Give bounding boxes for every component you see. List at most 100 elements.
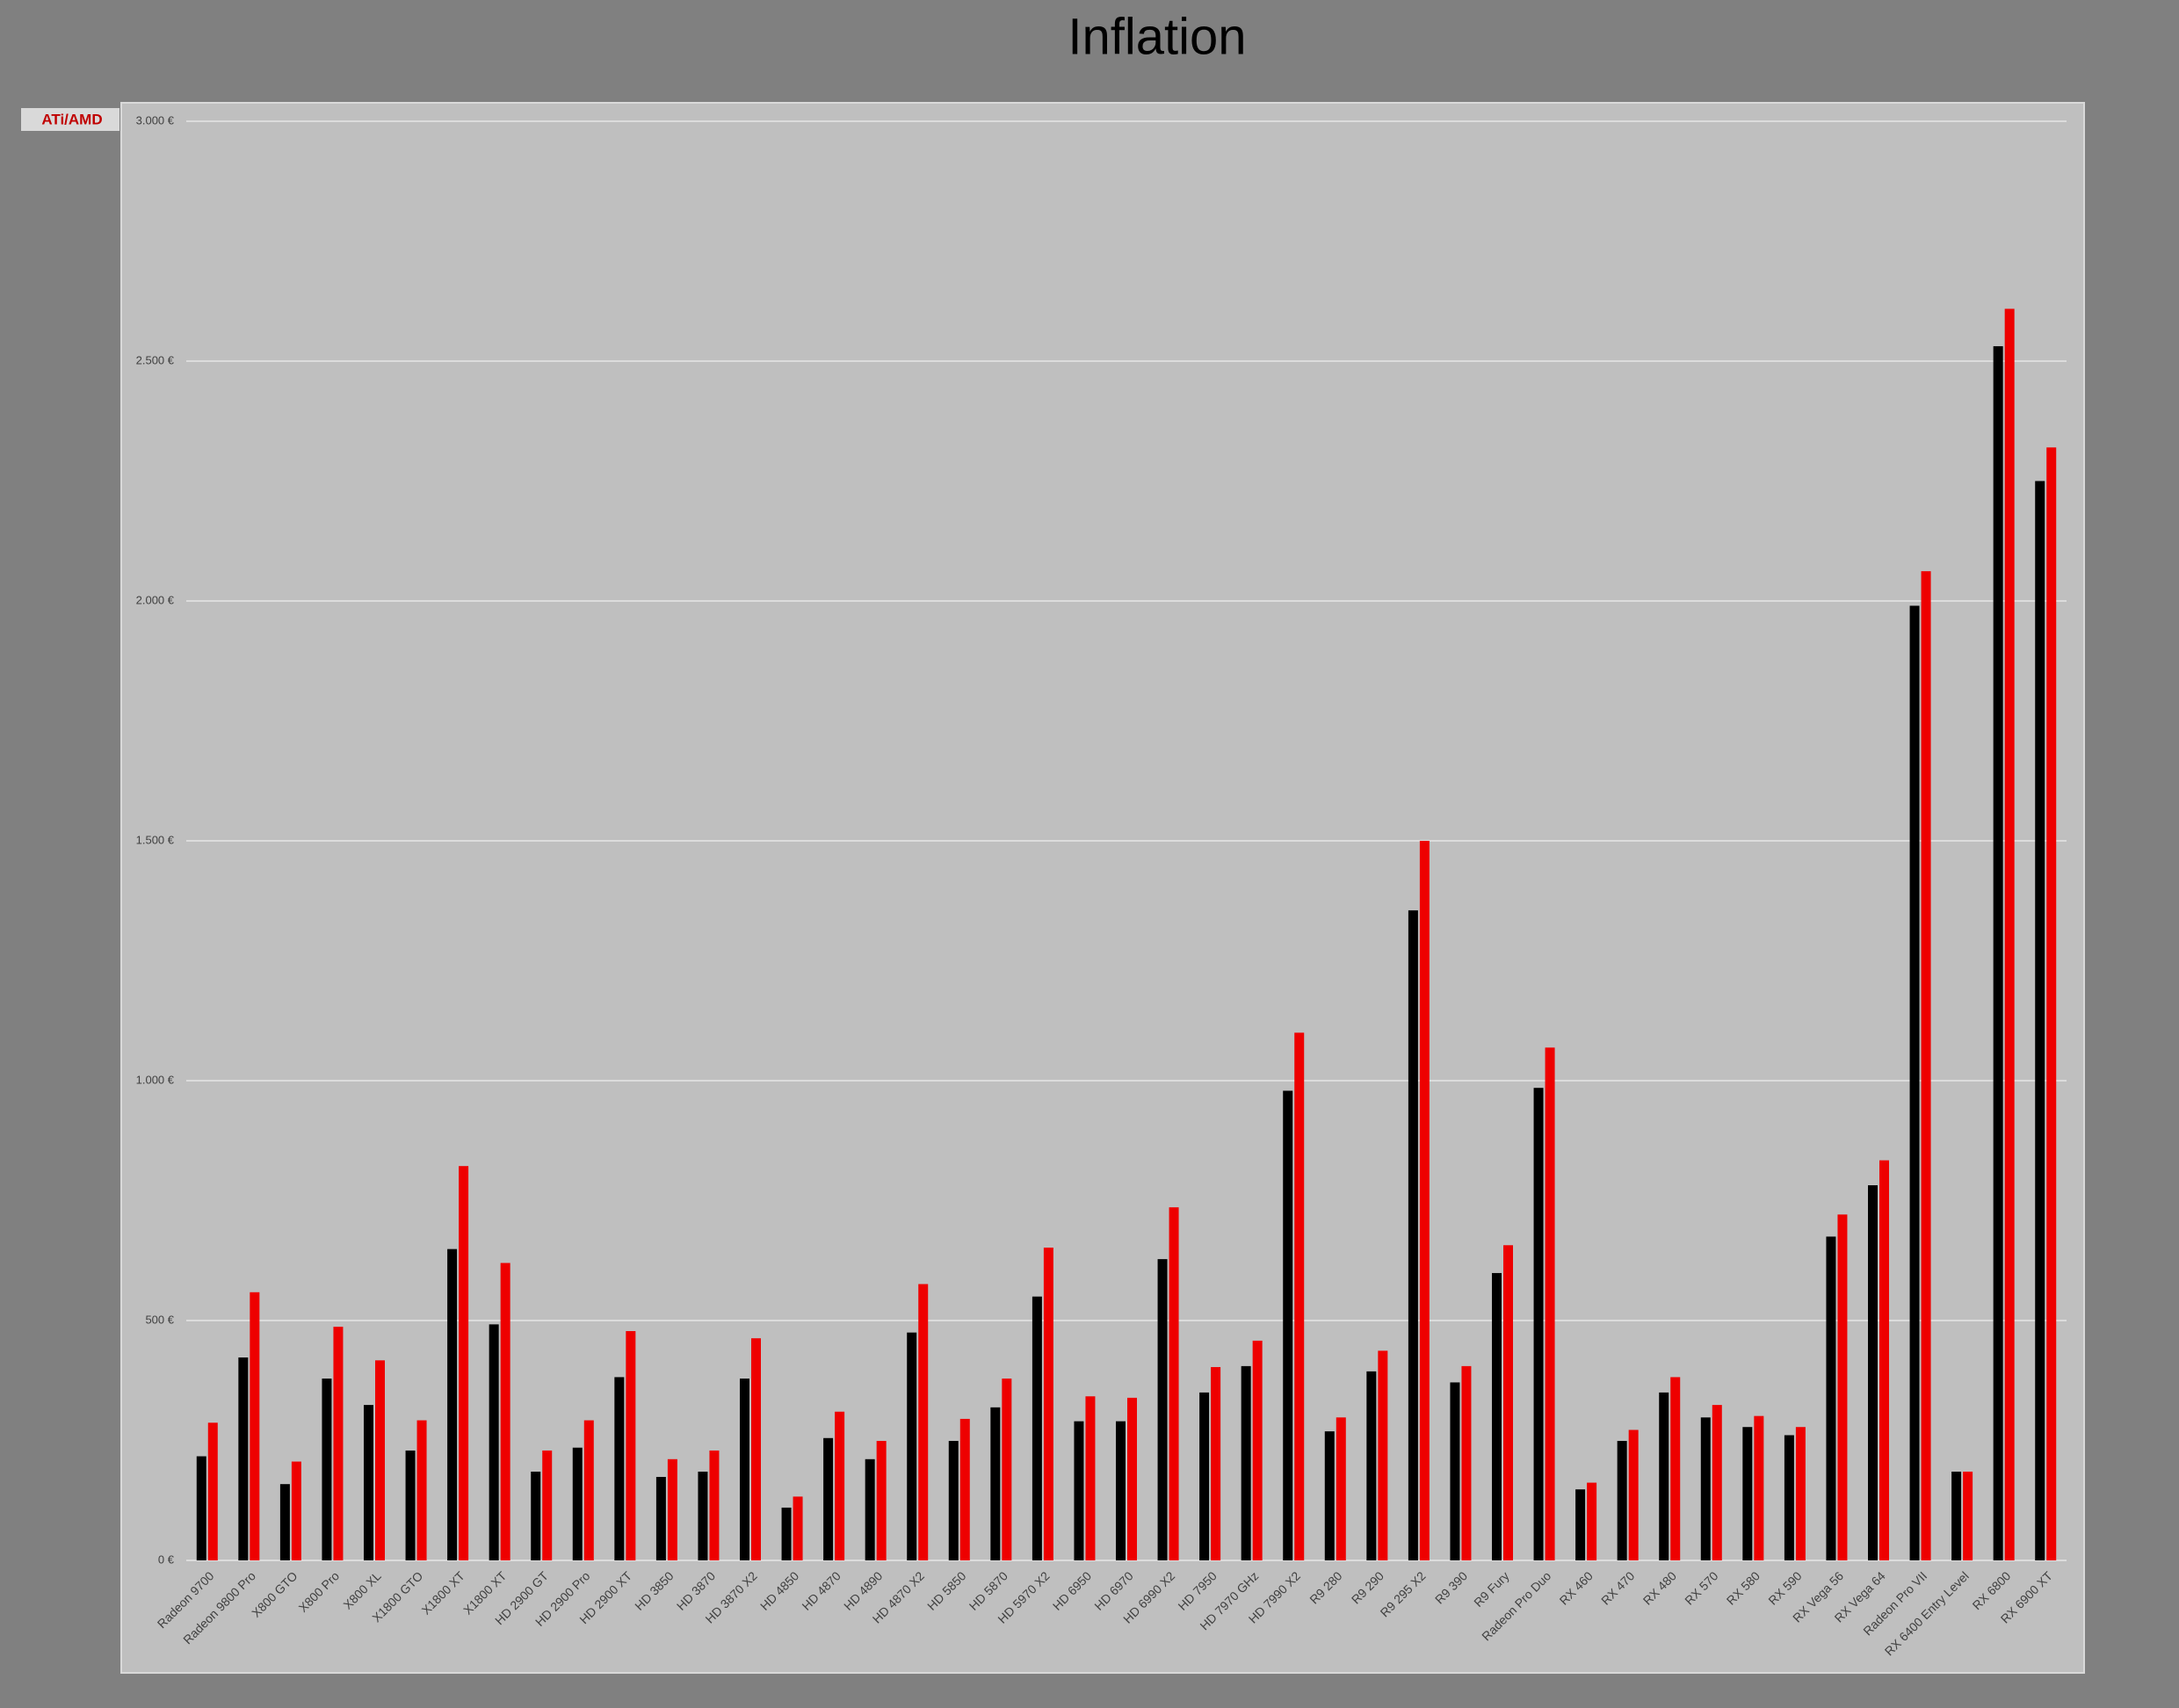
bar xyxy=(1868,1185,1878,1560)
bar xyxy=(2046,447,2057,1560)
bar xyxy=(2004,308,2015,1561)
bar xyxy=(500,1263,510,1560)
bar xyxy=(1921,571,1931,1561)
bar xyxy=(751,1338,761,1560)
bar xyxy=(1784,1435,1794,1560)
bar xyxy=(614,1377,625,1560)
bar xyxy=(459,1166,469,1560)
bar xyxy=(1492,1272,1502,1560)
bar xyxy=(364,1405,373,1560)
bar xyxy=(1963,1471,1973,1560)
y-tick-label: 1.500 € xyxy=(136,833,175,846)
bar xyxy=(1032,1296,1042,1560)
bar xyxy=(375,1360,385,1560)
bar xyxy=(1879,1160,1889,1560)
bar xyxy=(405,1450,416,1560)
bar xyxy=(2035,481,2045,1560)
annotation-box xyxy=(21,108,119,131)
bar xyxy=(542,1450,553,1560)
bar xyxy=(1116,1421,1126,1560)
bar xyxy=(1628,1429,1639,1560)
bar xyxy=(740,1379,749,1560)
bar xyxy=(1795,1427,1806,1560)
bar xyxy=(1378,1350,1388,1560)
bar xyxy=(907,1332,917,1560)
bar xyxy=(1826,1236,1836,1560)
bar xyxy=(238,1357,249,1560)
bar xyxy=(823,1437,834,1560)
bar xyxy=(865,1458,875,1560)
bar xyxy=(279,1484,290,1560)
bar xyxy=(959,1418,970,1560)
bar xyxy=(1366,1371,1377,1560)
y-tick-label: 0 € xyxy=(158,1552,175,1566)
bar xyxy=(655,1476,666,1560)
bar xyxy=(1283,1090,1293,1560)
bar xyxy=(1461,1365,1472,1560)
bar xyxy=(333,1327,344,1560)
bar xyxy=(572,1447,583,1560)
bar xyxy=(781,1507,792,1560)
bar xyxy=(250,1292,260,1560)
y-tick-label: 2.000 € xyxy=(136,593,175,606)
bar xyxy=(1545,1047,1555,1560)
annotation: ATi/AMD xyxy=(41,111,102,127)
bar xyxy=(1419,841,1430,1560)
bar xyxy=(291,1461,301,1560)
y-tick-label: 2.500 € xyxy=(136,353,175,366)
bar xyxy=(667,1458,677,1560)
bar xyxy=(1503,1245,1513,1560)
bar xyxy=(1241,1365,1251,1560)
bar xyxy=(207,1422,218,1560)
bar xyxy=(1085,1396,1096,1560)
bar xyxy=(1408,910,1418,1560)
y-tick-label: 1.000 € xyxy=(136,1073,175,1086)
bar xyxy=(1712,1405,1722,1560)
bar xyxy=(447,1248,458,1560)
bar xyxy=(1670,1377,1681,1560)
bar xyxy=(626,1331,636,1560)
bar xyxy=(1700,1417,1711,1560)
bar xyxy=(793,1496,803,1560)
bar xyxy=(1993,346,2003,1561)
bar xyxy=(1575,1489,1586,1560)
bar xyxy=(1002,1379,1012,1560)
bar xyxy=(489,1324,499,1560)
bar xyxy=(990,1407,1001,1560)
bar xyxy=(918,1284,929,1560)
bar xyxy=(1211,1366,1221,1560)
y-tick-label: 500 € xyxy=(145,1313,174,1326)
bar xyxy=(196,1456,206,1560)
bar xyxy=(1659,1392,1669,1560)
y-tick-label: 3.000 € xyxy=(136,113,175,127)
bar xyxy=(1324,1431,1335,1560)
bar xyxy=(1252,1340,1263,1560)
bar xyxy=(1157,1259,1168,1560)
bar xyxy=(531,1471,541,1560)
bar xyxy=(1127,1397,1137,1560)
bar xyxy=(1951,1471,1962,1560)
bar xyxy=(1199,1392,1210,1560)
bar xyxy=(416,1420,427,1560)
bar xyxy=(1742,1427,1753,1560)
bar xyxy=(1043,1248,1053,1560)
bar xyxy=(1754,1415,1764,1560)
bar xyxy=(1909,605,1920,1561)
chart-title: Inflation xyxy=(1068,8,1246,65)
bar xyxy=(583,1420,594,1560)
bar xyxy=(1837,1214,1848,1560)
bar xyxy=(876,1441,887,1560)
bar xyxy=(1169,1207,1179,1560)
bar xyxy=(1294,1032,1305,1560)
bar xyxy=(1450,1382,1460,1560)
bar xyxy=(1074,1421,1084,1560)
bar xyxy=(322,1379,332,1560)
bar xyxy=(948,1441,959,1560)
bar xyxy=(1336,1417,1346,1560)
bar xyxy=(709,1450,720,1560)
bar xyxy=(835,1411,845,1560)
bar xyxy=(1617,1441,1627,1560)
bar xyxy=(1587,1482,1597,1560)
bar xyxy=(698,1471,708,1560)
